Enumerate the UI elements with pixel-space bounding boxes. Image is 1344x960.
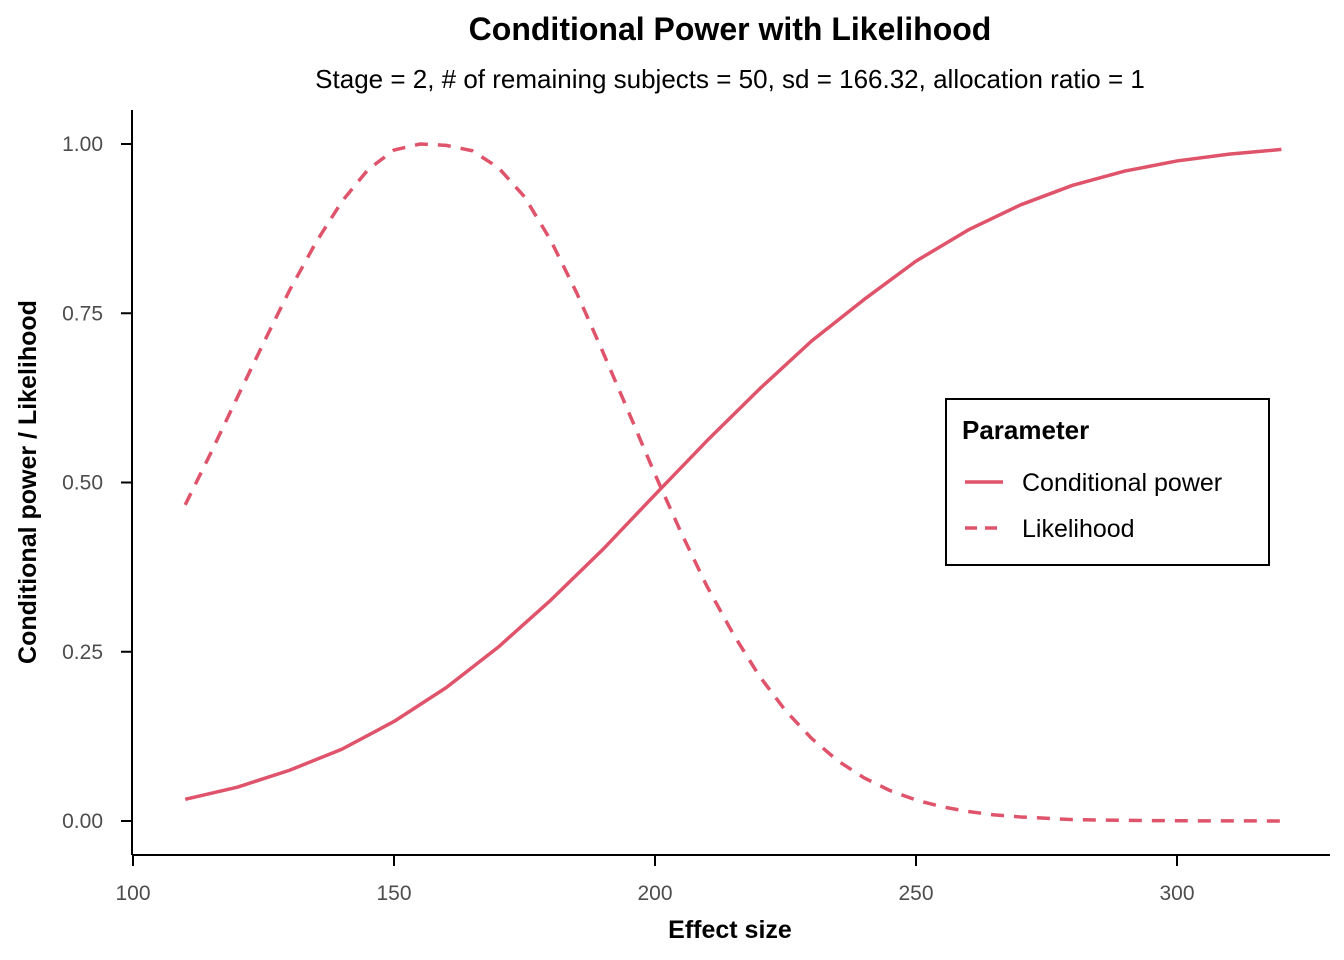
chart-title: Conditional Power with Likelihood (469, 11, 992, 47)
x-tick-label: 150 (376, 882, 411, 905)
x-tick-label: 100 (115, 882, 150, 905)
y-tick-label: 1.00 (62, 133, 103, 156)
plot-area (183, 142, 1282, 823)
series-line-conditional-power (184, 147, 1282, 802)
y-axis-ticks: 0.00 0.25 0.50 0.75 1.00 (62, 133, 132, 833)
y-axis-title: Conditional power / Likelihood (14, 300, 42, 664)
y-tick-label: 0.75 (62, 302, 103, 325)
x-tick-label: 300 (1159, 882, 1194, 905)
legend-title: Parameter (962, 415, 1089, 445)
x-axis-title: Effect size (668, 916, 792, 944)
y-tick-label: 0.50 (62, 472, 103, 495)
legend: Parameter Conditional power Likelihood (945, 398, 1270, 566)
y-tick-label: 0.25 (62, 641, 103, 664)
y-tick-label: 0.00 (62, 810, 103, 833)
chart-subtitle: Stage = 2, # of remaining subjects = 50,… (315, 64, 1145, 94)
legend-label-conditional-power: Conditional power (1022, 469, 1222, 497)
x-tick-label: 200 (637, 882, 672, 905)
x-axis-ticks: 100 150 200 250 300 (115, 855, 1195, 905)
legend-label-likelihood: Likelihood (1022, 515, 1135, 543)
x-tick-label: 250 (898, 882, 933, 905)
